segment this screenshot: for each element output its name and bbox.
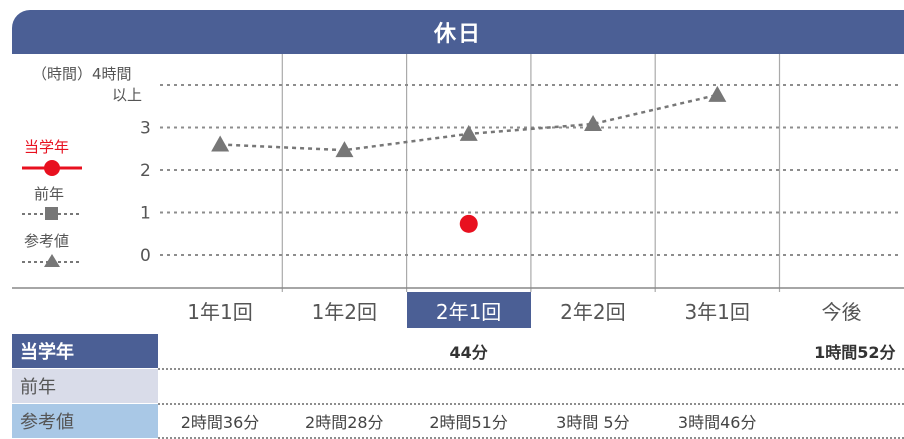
table-cell: 2時間36分 bbox=[180, 413, 260, 432]
table-cell: 1時間52分 bbox=[814, 343, 896, 362]
data-point-reference bbox=[459, 124, 478, 141]
row-divider bbox=[158, 403, 904, 405]
data-point-reference bbox=[708, 85, 727, 102]
data-point-current bbox=[459, 214, 478, 233]
data-point-reference bbox=[335, 141, 354, 158]
category-label: 3年1回 bbox=[684, 299, 750, 324]
data-point-reference bbox=[211, 135, 230, 152]
table-cell: 3時間 5分 bbox=[556, 413, 630, 432]
row-label-reference: 参考値 bbox=[12, 404, 158, 438]
page-title: 休日 bbox=[433, 22, 482, 47]
series-line-triangle bbox=[220, 93, 718, 152]
table-cell: 44分 bbox=[449, 343, 488, 362]
y-axis-tick-label: 2 bbox=[140, 161, 151, 181]
title-bar: 休日 bbox=[12, 10, 904, 54]
legend-marker-previous bbox=[45, 207, 58, 220]
category-label: 2年1回 bbox=[406, 292, 531, 328]
row-label-current: 当学年 bbox=[12, 334, 158, 368]
legend-label-reference: 参考値 bbox=[24, 232, 69, 250]
category-label: 1年2回 bbox=[311, 299, 378, 324]
table-cell: 2時間28分 bbox=[305, 413, 384, 432]
category-label: 今後 bbox=[821, 299, 862, 324]
category-label: 1年1回 bbox=[187, 299, 253, 324]
legend-marker-reference bbox=[44, 254, 60, 267]
legend-label-current: 当学年 bbox=[24, 138, 69, 156]
y-axis-unit-label: （時間）4時間 bbox=[32, 65, 132, 83]
y-axis-top-label: 以上 bbox=[112, 86, 142, 104]
table-cell: 3時間46分 bbox=[677, 413, 757, 432]
category-label: 2年2回 bbox=[560, 299, 626, 324]
table-cell: 2時間51分 bbox=[429, 413, 508, 432]
y-axis-tick-label: 0 bbox=[140, 246, 151, 266]
row-label-previous: 前年 bbox=[12, 369, 158, 403]
y-axis-tick-label: 1 bbox=[140, 204, 151, 224]
data-point-reference bbox=[584, 114, 603, 131]
y-axis-tick-label: 3 bbox=[140, 119, 151, 139]
legend-marker-current bbox=[44, 160, 60, 176]
legend-label-previous: 前年 bbox=[34, 185, 64, 203]
row-divider bbox=[158, 368, 904, 370]
